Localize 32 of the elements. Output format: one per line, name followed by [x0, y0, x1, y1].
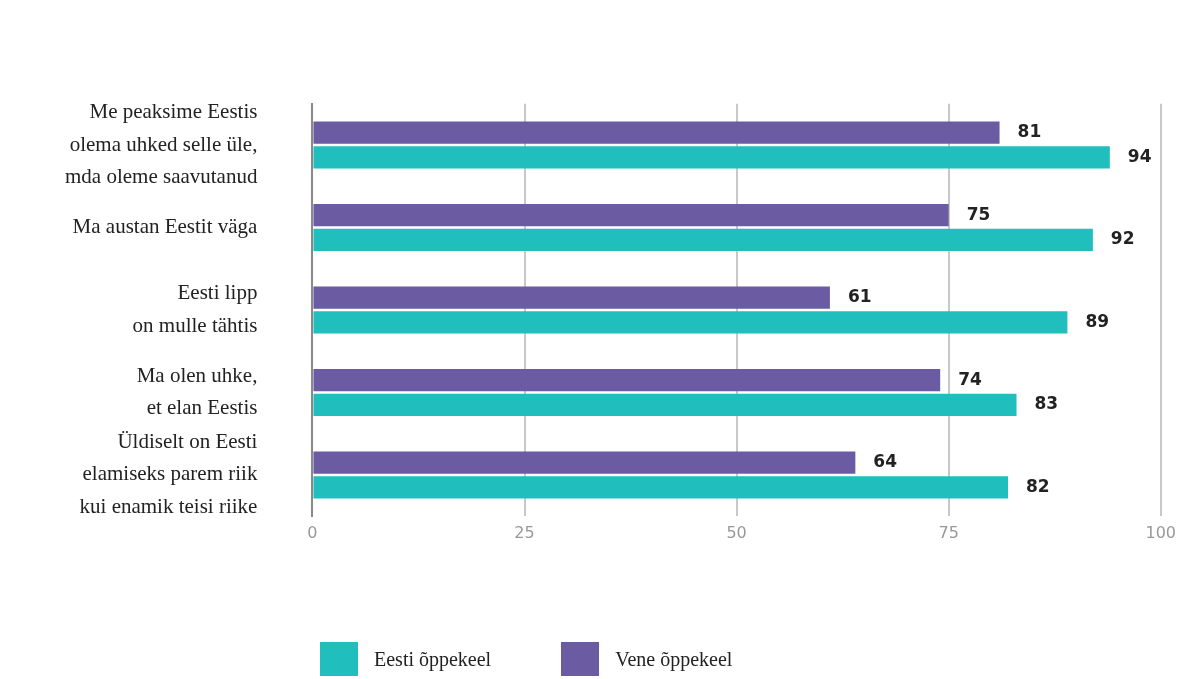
data-label: 61 [847, 286, 872, 307]
y-tick-label: Ma austan Eestit väga [72, 214, 259, 239]
bar [313, 286, 830, 309]
y-tick-label: Me peaksime Eestis olema uhked selle üle, mda oleme saavutanud [65, 99, 258, 189]
bar [313, 311, 1068, 334]
data-label: 89 [1085, 310, 1110, 331]
y-tick-label: Eesti lipp on mulle tähtis [132, 280, 258, 337]
bar [313, 393, 1017, 416]
x-tick-label: 0 [307, 522, 318, 542]
data-label: 83 [1034, 393, 1059, 414]
x-tick-label: 25 [514, 522, 535, 542]
data-label: 81 [1017, 121, 1042, 142]
bar [313, 476, 1009, 499]
bar [313, 121, 1000, 144]
x-tick-label: 100 [1145, 522, 1176, 542]
legend-label: Eesti õppekeel [374, 647, 492, 671]
bar [313, 204, 949, 227]
y-tick-label: Ma olen uhke, et elan Eestis [136, 362, 258, 420]
y-tick-label: Üldiselt on Eesti elamiseks parem riik kui enamik teisi riike [79, 428, 258, 519]
bar [313, 451, 856, 474]
bar [313, 146, 1110, 169]
legend-label: Vene õppekeel [615, 647, 733, 671]
data-label: 82 [1026, 475, 1050, 496]
x-tick-label: 75 [938, 522, 959, 542]
data-label: 92 [1110, 228, 1135, 249]
x-tick-label: 50 [726, 522, 747, 542]
data-label: 74 [958, 368, 982, 389]
bar [313, 368, 941, 392]
data-label: 94 [1127, 145, 1152, 166]
bar [313, 228, 1093, 252]
data-label: 64 [873, 450, 898, 471]
data-label: 75 [966, 203, 991, 224]
